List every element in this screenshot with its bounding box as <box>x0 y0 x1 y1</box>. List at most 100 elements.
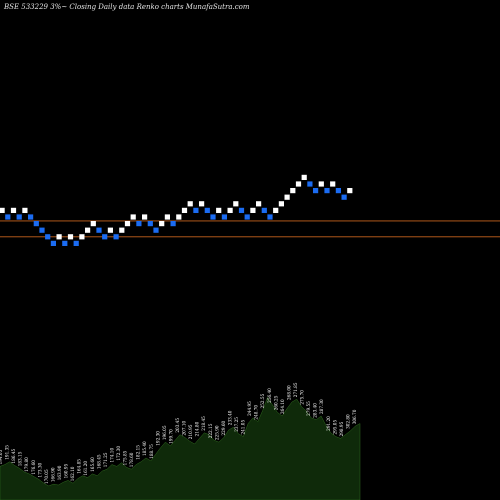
renko-brick-down <box>5 214 11 220</box>
price-label: 173.30 <box>37 462 42 477</box>
volume-area-path <box>0 396 361 500</box>
renko-brick-up <box>273 207 279 213</box>
renko-brick-down <box>261 207 267 213</box>
price-label: 283.40 <box>313 403 318 418</box>
renko-brick-up <box>295 181 302 187</box>
renko-brick-up <box>199 201 205 207</box>
renko-brick-up <box>347 188 353 194</box>
price-label: 244.95 <box>247 401 252 416</box>
renko-brick-up <box>301 174 307 180</box>
renko-brick-up <box>233 201 239 207</box>
renko-brick-up <box>56 234 62 240</box>
renko-brick-down <box>244 214 250 220</box>
price-label: 237.25 <box>234 417 239 432</box>
price-label: 260.25 <box>273 395 278 410</box>
price-label: 295.05 <box>332 420 337 435</box>
renko-brick-up <box>250 207 256 213</box>
price-label: 248.70 <box>254 405 259 420</box>
price-label: 241.05 <box>241 420 246 435</box>
price-label: 287.30 <box>319 399 324 414</box>
price-label: 192.30 <box>155 431 160 446</box>
price-label: 207.10 <box>182 420 187 435</box>
renko-brick-down <box>153 227 159 233</box>
renko-brick-up <box>130 214 136 220</box>
renko-brick-up <box>0 207 5 213</box>
price-label: 179.80 <box>24 457 29 472</box>
renko-brick-down <box>193 207 199 213</box>
price-label: 168.45 <box>96 454 101 469</box>
price-label: 183.15 <box>18 451 23 466</box>
volume-area <box>0 396 361 500</box>
renko-brick-up <box>90 221 96 227</box>
renko-brick-down <box>136 221 142 227</box>
renko-brick-down <box>210 214 216 220</box>
renko-brick-down <box>267 214 273 220</box>
renko-brick-up <box>284 194 290 200</box>
renko-brick-down <box>204 207 210 213</box>
price-label: 194.05 <box>0 449 3 464</box>
price-label: 214.80 <box>195 421 200 436</box>
renko-brick-up <box>85 227 91 233</box>
price-label: 233.40 <box>227 410 232 425</box>
renko-brick-down <box>307 181 313 187</box>
renko-brick-up <box>159 221 165 227</box>
price-label: 188.75 <box>149 444 154 459</box>
renko-brick-up <box>216 207 222 213</box>
price-label: 203.45 <box>175 418 180 433</box>
price-label: 298.95 <box>339 421 344 436</box>
chart-title: BSE 533229 3%~ Closing Daily data Renko … <box>3 3 250 11</box>
price-label: 302.80 <box>345 414 350 429</box>
price-label: 162.10 <box>70 466 75 481</box>
price-label: 279.55 <box>306 401 311 416</box>
renko-brick-up <box>67 234 74 240</box>
price-label: 172.30 <box>116 446 121 461</box>
renko-brick-up <box>164 214 170 220</box>
price-label: 171.25 <box>103 452 108 467</box>
price-label: 225.90 <box>214 425 219 440</box>
renko-brick-up <box>124 221 131 227</box>
renko-brick-down <box>62 240 68 246</box>
renko-brick-down <box>147 221 153 227</box>
renko-brick-up <box>330 181 336 187</box>
price-label: 229.60 <box>221 420 226 435</box>
renko-bricks <box>0 174 353 246</box>
price-label: 176.60 <box>31 460 36 475</box>
price-label: 256.40 <box>267 388 272 403</box>
renko-brick-down <box>221 214 227 220</box>
renko-brick-up <box>256 201 262 207</box>
price-label: 306.70 <box>352 409 357 424</box>
price-label: 196.05 <box>162 425 167 440</box>
price-label: 182.15 <box>136 445 141 460</box>
price-label: 210.95 <box>188 424 193 439</box>
price-label: 178.60 <box>129 452 134 467</box>
renko-brick-up <box>318 181 324 187</box>
price-label: 165.60 <box>90 457 95 472</box>
price-label: 275.70 <box>300 390 305 405</box>
price-label: 164.85 <box>77 459 82 474</box>
renko-brick-up <box>119 227 125 233</box>
price-label: 191.35 <box>5 445 10 460</box>
renko-brick-down <box>96 227 102 233</box>
renko-brick-down <box>313 188 319 194</box>
renko-brick-down <box>102 234 108 240</box>
renko-brick-down <box>50 240 56 246</box>
renko-brick-up <box>227 207 233 213</box>
renko-brick-up <box>187 201 193 207</box>
price-label: 161.20 <box>83 461 88 476</box>
renko-brick-down <box>33 221 39 227</box>
renko-brick-down <box>28 214 34 220</box>
renko-brick-down <box>73 240 79 246</box>
renko-brick-up <box>290 188 296 194</box>
price-label: 222.15 <box>208 423 213 438</box>
renko-brick-up <box>79 234 85 240</box>
price-label: 218.45 <box>201 416 206 431</box>
price-labels: 194.05 191.35 186.45 183.15 179.80 176.60 173.… <box>0 382 357 484</box>
renko-brick-up <box>10 207 17 213</box>
renko-brick-up <box>107 227 113 233</box>
price-label: 264.10 <box>280 399 285 414</box>
price-label: 163.90 <box>57 465 62 480</box>
renko-brick-down <box>170 221 176 227</box>
renko-brick-up <box>181 207 188 213</box>
